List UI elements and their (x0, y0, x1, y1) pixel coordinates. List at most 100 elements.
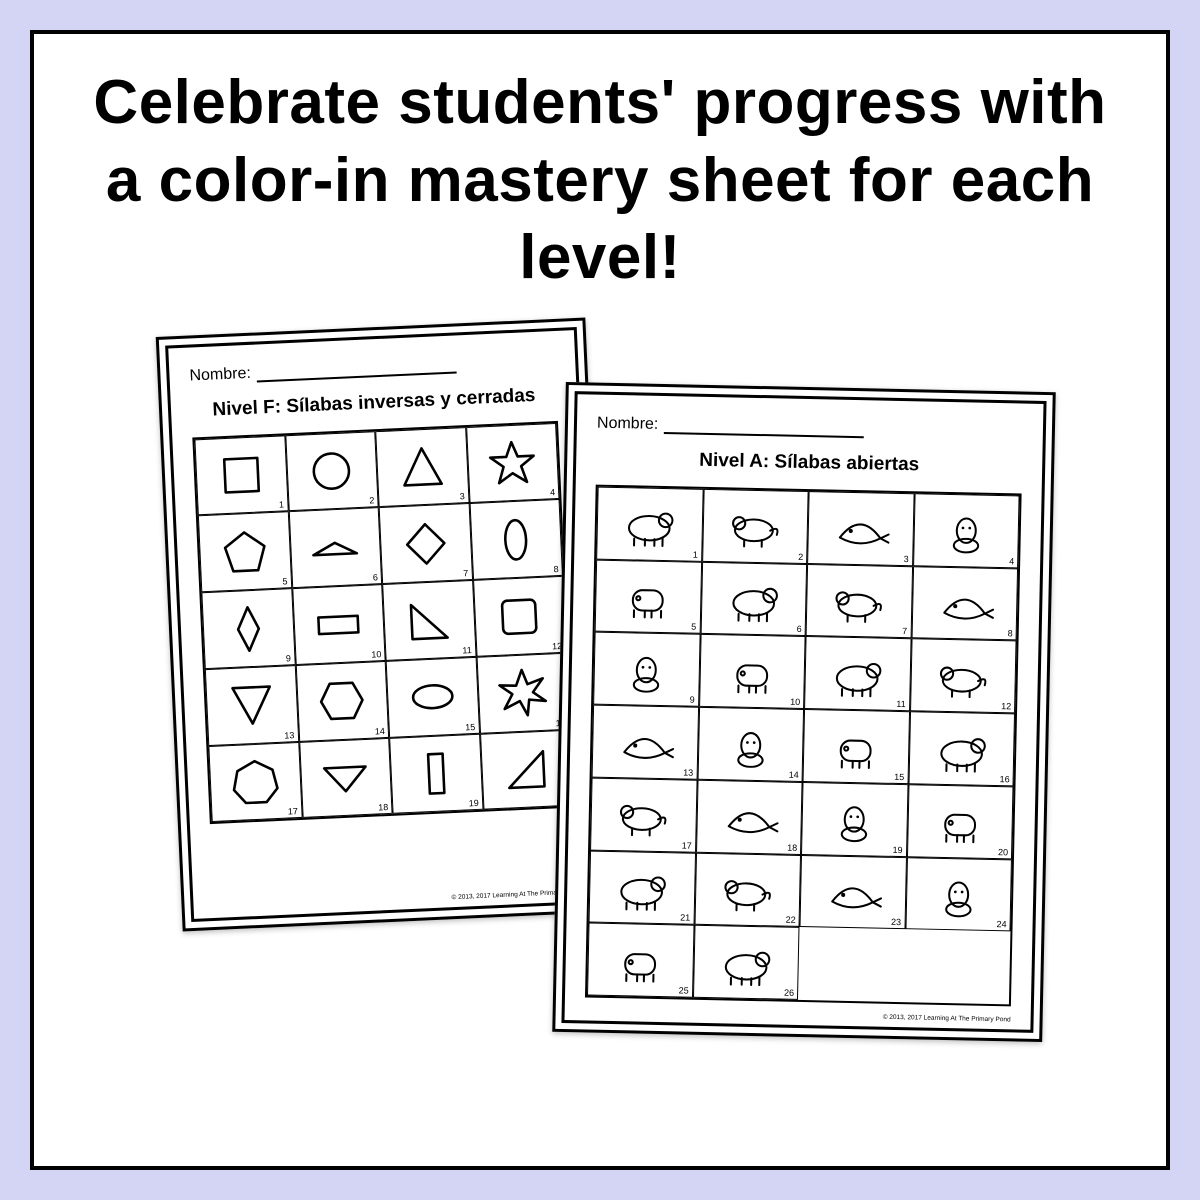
shape-cell: 11 (382, 580, 476, 661)
cell-number: 13 (683, 767, 693, 777)
shape-cell: 16 (476, 652, 570, 733)
cell-number: 9 (286, 653, 291, 663)
worksheet-inner: Nombre: Nivel F: Sílabas inversas y cerr… (165, 326, 603, 921)
animal-cell: 20 (906, 783, 1013, 858)
cell-number: 25 (679, 985, 689, 995)
animal-cell: 5 (595, 559, 702, 634)
shape-cell: 9 (201, 588, 295, 669)
animal-cell: 13 (592, 704, 699, 779)
name-underline (664, 420, 864, 438)
cell-number: 26 (784, 987, 794, 997)
cell-number: 5 (282, 576, 287, 586)
animal-cell: 18 (696, 779, 803, 854)
cell-number: 10 (790, 696, 800, 706)
animal-cell: 11 (804, 636, 911, 711)
name-field: Nombre: (597, 414, 1023, 441)
animal-cell: 15 (803, 709, 910, 784)
cell-number: 20 (998, 846, 1008, 856)
worksheet-nivel-a: Nombre: Nivel A: Sílabas abiertas 123456… (552, 381, 1056, 1041)
cell-number: 10 (371, 648, 381, 658)
name-underline (257, 359, 457, 382)
animal-cell: 24 (905, 856, 1012, 931)
empty-cell (798, 927, 905, 1002)
animal-cell: 10 (699, 634, 806, 709)
cell-number: 6 (373, 572, 378, 582)
headline: Celebrate students' progress with a colo… (74, 64, 1126, 297)
shape-cell: 6 (288, 507, 382, 588)
animal-cell: 23 (799, 854, 906, 929)
cell-number: 17 (682, 839, 692, 849)
animal-cell: 17 (590, 777, 697, 852)
animal-cell: 16 (908, 711, 1015, 786)
cell-number: 24 (996, 919, 1006, 929)
cell-number: 18 (787, 842, 797, 852)
shape-cell: 17 (208, 741, 302, 822)
shape-cell: 13 (205, 664, 299, 745)
shape-cell: 4 (466, 422, 560, 503)
cell-number: 8 (1008, 628, 1013, 638)
cell-number: 8 (553, 564, 558, 574)
cell-number: 3 (460, 491, 465, 501)
cell-number: 2 (798, 551, 803, 561)
shape-cell: 12 (473, 575, 567, 656)
cell-number: 7 (463, 568, 468, 578)
cell-number: 18 (378, 802, 388, 812)
animal-cell: 2 (702, 488, 809, 563)
sheet-title: Nivel F: Sílabas inversas y cerradas (191, 382, 558, 422)
cell-number: 14 (789, 769, 799, 779)
animal-cell: 4 (913, 493, 1020, 568)
cell-number: 6 (797, 624, 802, 634)
animal-cell: 12 (910, 638, 1017, 713)
empty-cell (903, 929, 1010, 1004)
animal-cell: 1 (596, 486, 703, 561)
cell-number: 1 (279, 499, 284, 509)
cell-number: 14 (375, 725, 385, 735)
animal-cell: 19 (801, 781, 908, 856)
animal-cell: 14 (697, 706, 804, 781)
cell-number: 17 (288, 806, 298, 816)
cell-number: 19 (893, 844, 903, 854)
shape-cell: 15 (386, 656, 480, 737)
copyright: © 2013, 2017 Learning At The Primary Pon… (213, 884, 579, 912)
sheet-title: Nivel A: Sílabas abiertas (596, 446, 1022, 479)
cell-number: 16 (1000, 773, 1010, 783)
name-label: Nombre: (189, 364, 251, 385)
shape-cell: 2 (285, 430, 379, 511)
animals-grid: 1234567891011121314151617181920212223242… (585, 484, 1022, 1006)
shape-cell: 18 (299, 737, 393, 818)
cell-number: 22 (786, 914, 796, 924)
cell-number: 2 (369, 495, 374, 505)
shape-cell: 7 (379, 503, 473, 584)
cell-number: 11 (462, 644, 472, 654)
cell-number: 7 (902, 626, 907, 636)
shape-cell: 19 (389, 733, 483, 814)
shapes-grid: 1234567891011121314151617181920 (192, 420, 575, 824)
cell-number: 15 (894, 771, 904, 781)
animal-cell: 25 (587, 922, 694, 997)
shape-cell: 14 (295, 660, 389, 741)
copyright: © 2013, 2017 Learning At The Primary Pon… (585, 1003, 1011, 1023)
animal-cell: 3 (807, 490, 914, 565)
worksheet-stack: Nombre: Nivel F: Sílabas inversas y cerr… (74, 307, 1126, 1027)
cell-number: 11 (896, 698, 906, 708)
cell-number: 12 (1001, 701, 1011, 711)
shape-cell: 8 (469, 499, 563, 580)
animal-cell: 22 (694, 852, 801, 927)
cell-number: 23 (891, 917, 901, 927)
cell-number: 4 (550, 487, 555, 497)
shape-cell: 3 (375, 426, 469, 507)
name-field: Nombre: (189, 350, 555, 385)
cell-number: 15 (465, 721, 475, 731)
animal-cell: 9 (593, 631, 700, 706)
worksheet-inner: Nombre: Nivel A: Sílabas abiertas 123456… (561, 391, 1046, 1033)
shape-cell: 10 (292, 584, 386, 665)
cell-number: 5 (691, 621, 696, 631)
cell-number: 13 (284, 729, 294, 739)
cell-number: 4 (1009, 555, 1014, 565)
cell-number: 21 (680, 912, 690, 922)
worksheet-nivel-f: Nombre: Nivel F: Sílabas inversas y cerr… (156, 317, 613, 931)
cell-number: 19 (468, 798, 478, 808)
cell-number: 9 (690, 694, 695, 704)
animal-cell: 21 (589, 850, 696, 925)
promo-card: Celebrate students' progress with a colo… (30, 30, 1170, 1170)
